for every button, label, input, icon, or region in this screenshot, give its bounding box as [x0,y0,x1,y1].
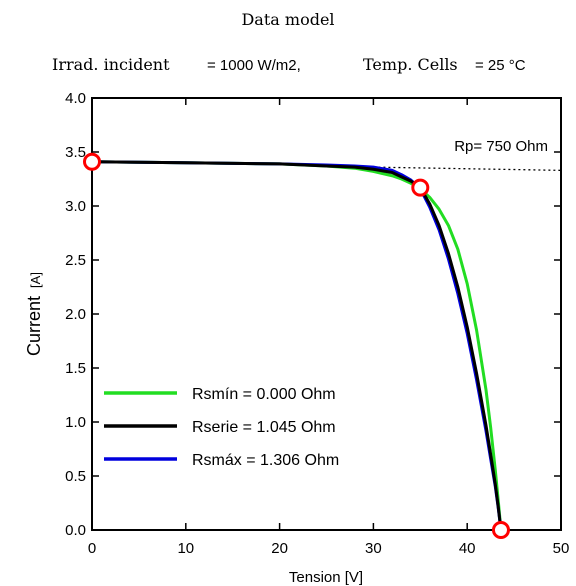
series-line-0 [91,160,503,531]
y-tick-label: 1.5 [65,360,86,377]
y-tick-label: 3.0 [65,198,86,215]
y-tick-label: 2.5 [65,252,86,269]
rp-dotted-line [373,166,562,172]
y-axis-label-group: Current [A] [24,272,44,356]
legend-label-2: Rsmáx = 1.306 Ohm [192,452,339,469]
x-tick-label: 50 [553,540,570,557]
series-line-2 [91,160,503,531]
x-tick-label: 10 [177,540,194,557]
legend-label-1: Rserie = 1.045 Ohm [192,419,336,436]
y-axis-ticks: 0.0 0.5 1.0 1.5 2.0 2.5 3.0 3.5 4.0 [65,90,561,539]
x-tick-label: 40 [459,540,476,557]
subtitle-irradiance-label: Irrad. incident [52,55,170,74]
subtitle-temperature-label: Temp. Cells [363,55,458,74]
x-axis-label: Tension [V] [289,569,363,586]
subtitle-temperature-value: = 25 °C [475,57,526,74]
y-tick-label: 1.0 [65,414,86,431]
x-tick-label: 20 [271,540,288,557]
subtitle-irradiance-value: = 1000 W/m2, [207,57,301,74]
y-tick-label: 4.0 [65,90,86,107]
chart-title: Data model [241,10,334,29]
x-axis-ticks: 0 10 20 30 40 50 [88,98,570,557]
marker-layer [83,152,510,539]
legend: Rsmín = 0.000 Ohm Rserie = 1.045 Ohm Rsmáx… [104,386,339,469]
y-tick-label: 3.5 [65,144,86,161]
series-line-1 [91,160,503,531]
rp-line-layer [373,166,562,172]
y-axis-label: Current [A] [24,272,44,356]
y-axis-label-text: Current [24,296,44,356]
y-tick-label: 0.5 [65,468,86,485]
y-tick-label: 0.0 [65,522,86,539]
y-tick-label: 2.0 [65,306,86,323]
y-axis-label-unit: [A] [28,272,43,288]
legend-label-0: Rsmín = 0.000 Ohm [192,386,336,403]
x-tick-label: 30 [365,540,382,557]
rp-annotation: Rp= 750 Ohm [454,138,548,155]
marker-mpp [411,178,430,197]
marker-voc [491,521,510,539]
series-layer [91,160,503,531]
x-tick-label: 0 [88,540,96,557]
marker-isc [83,152,101,171]
